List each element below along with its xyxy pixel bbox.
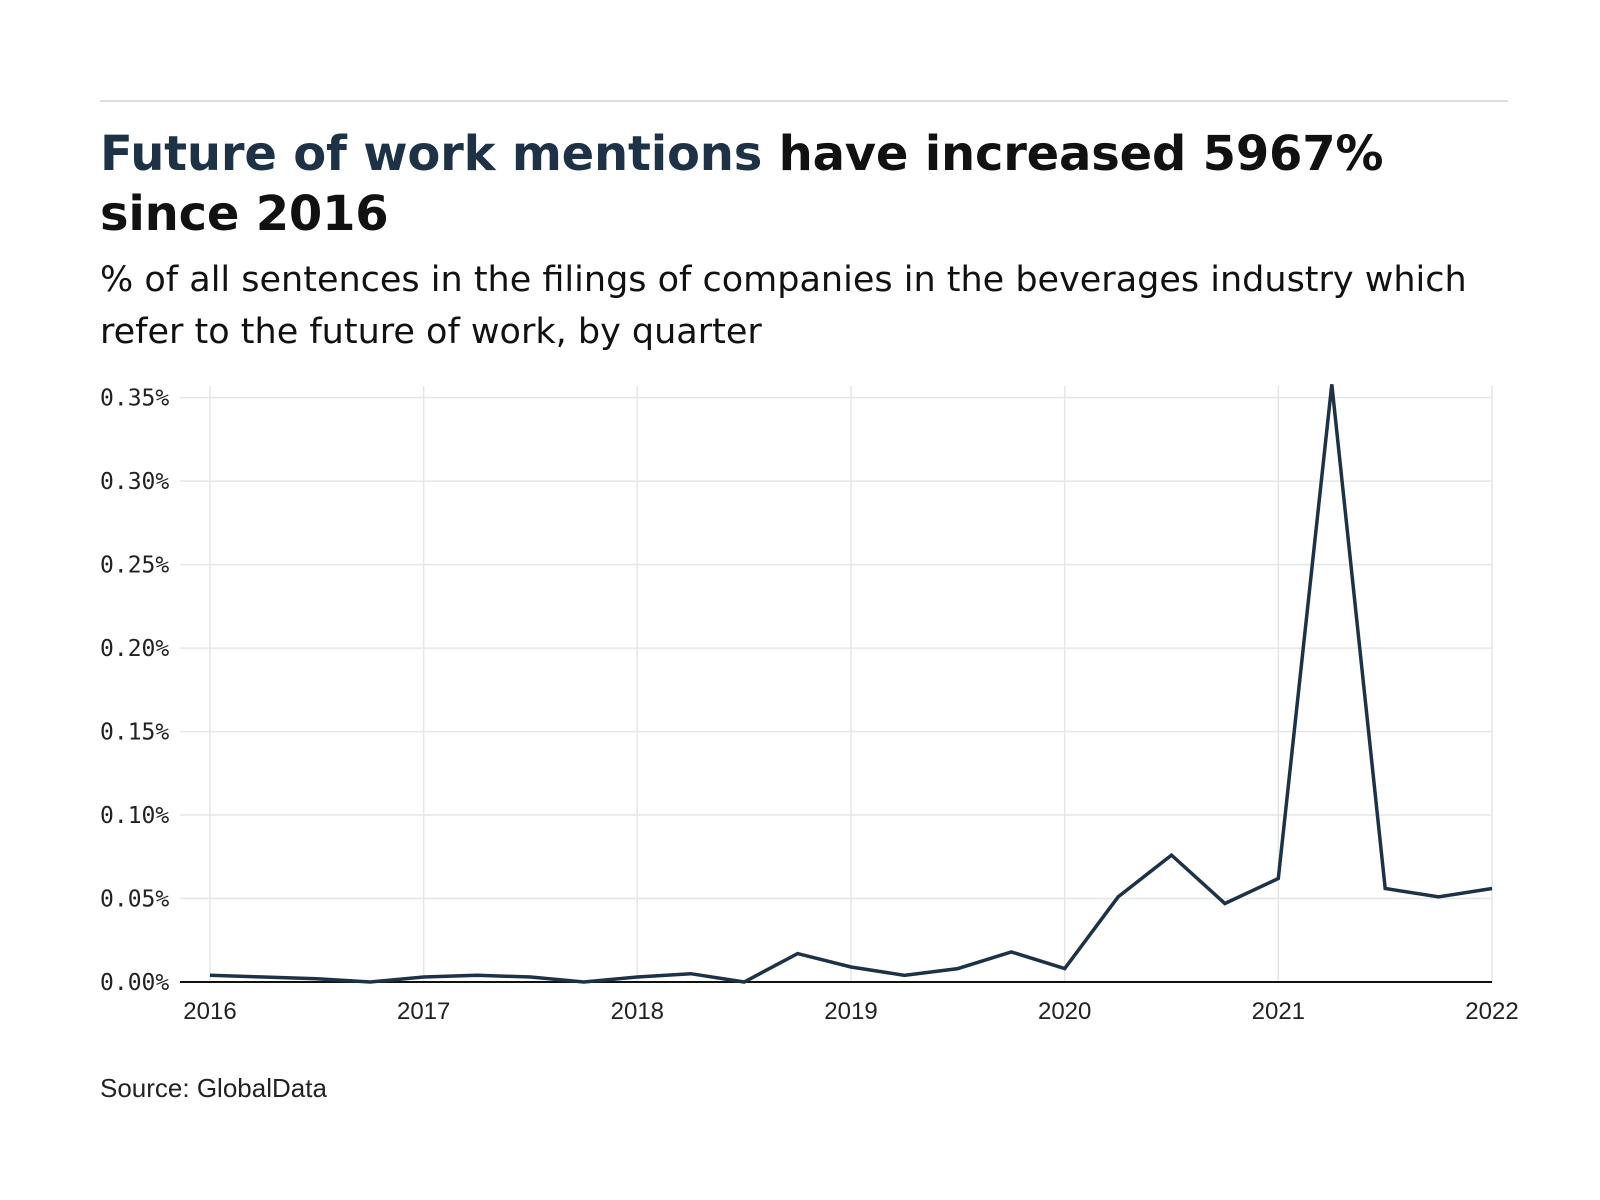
title-rest: have increased 5967% since 2016 bbox=[100, 126, 1384, 242]
title-highlight: Future of work mentions bbox=[100, 126, 763, 182]
y-gridlines bbox=[180, 396, 1492, 900]
x-tick-label-2022: 2022 bbox=[1465, 998, 1518, 1025]
y-tick-label-0.25%: 0.25% bbox=[100, 553, 169, 579]
x-tick-label-2016: 2016 bbox=[183, 998, 236, 1025]
x-gridlines bbox=[209, 386, 1493, 982]
x-tick-label-2018: 2018 bbox=[611, 998, 664, 1025]
source-note: Source: GlobalData bbox=[100, 1073, 327, 1103]
y-tick-labels: 0.00% 0.05% 0.10% 0.15% 0.20% 0.25% 0.30% 0.35% bbox=[100, 386, 169, 996]
x-tick-labels: 2016 2017 2018 2019 2020 2021 2022 bbox=[183, 998, 1518, 1025]
y-tick-label-0.00%: 0.00% bbox=[100, 970, 169, 996]
y-tick-label-0.35%: 0.35% bbox=[100, 386, 169, 412]
y-tick-label-0.30%: 0.30% bbox=[100, 469, 169, 495]
y-tick-label-0.15%: 0.15% bbox=[100, 720, 169, 746]
x-tick-label-2020: 2020 bbox=[1038, 998, 1091, 1025]
chart-title: Future of work mentions have increased 5… bbox=[100, 124, 1520, 244]
series-group bbox=[209, 384, 1493, 984]
x-tick-label-2017: 2017 bbox=[397, 998, 450, 1025]
series-line-0 bbox=[209, 384, 1493, 984]
chart-subtitle: % of all sentences in the filings of com… bbox=[100, 260, 1467, 352]
y-tick-label-0.20%: 0.20% bbox=[100, 636, 169, 662]
y-tick-label-0.05%: 0.05% bbox=[100, 887, 169, 913]
x-tick-label-2019: 2019 bbox=[824, 998, 877, 1025]
top-divider bbox=[100, 100, 1508, 102]
y-tick-label-0.10%: 0.10% bbox=[100, 803, 169, 829]
x-tick-label-2021: 2021 bbox=[1252, 998, 1305, 1025]
